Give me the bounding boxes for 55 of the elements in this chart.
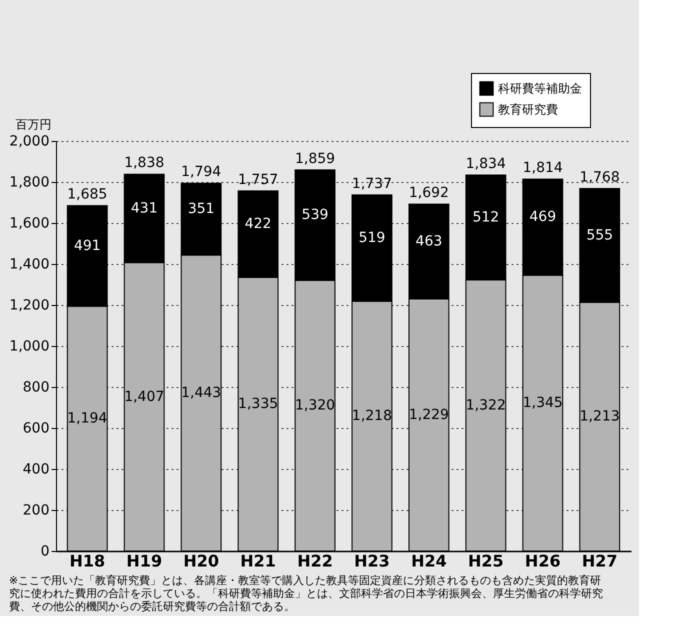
data-label: 1,229 bbox=[408, 407, 449, 424]
data-label: 539 bbox=[302, 207, 328, 224]
y-tick-label: 1,000 bbox=[9, 338, 50, 354]
y-tick-label: 600 bbox=[22, 420, 50, 436]
data-label: 1,345 bbox=[522, 395, 563, 412]
data-label: 1,218 bbox=[352, 408, 392, 424]
x-tick-label: H26 bbox=[524, 552, 561, 570]
text: ※ここで用いた「教育研究費」とは、各講座・教室等で購入した教具等固定資産に分類されるものも含めた実質的教育研究に使われた費用の合計を示している。「科研費等補助金」とは、文部科学省の日本学術振興会、厚生労働省の科学研究費、その他公的機関からの委託研究費等の合計額である。 bbox=[8, 574, 603, 613]
x-tick-label: H22 bbox=[297, 552, 333, 570]
data-label: 1,320 bbox=[294, 398, 336, 414]
total-label: 1,834 bbox=[466, 156, 506, 172]
y-tick-label: 1,600 bbox=[9, 216, 50, 232]
data-label: 463 bbox=[416, 234, 442, 250]
x-tick-label: H18 bbox=[69, 552, 106, 570]
y-tick-label: 1,800 bbox=[9, 174, 50, 190]
total-label: 1,757 bbox=[238, 172, 278, 188]
total-label: 1,685 bbox=[67, 186, 108, 203]
data-label: 519 bbox=[358, 230, 386, 246]
total-label: 1,794 bbox=[181, 164, 222, 180]
total-label: 1,814 bbox=[522, 160, 563, 176]
y-tick-label: 1,400 bbox=[9, 256, 50, 272]
total-label: 1,859 bbox=[294, 150, 336, 167]
y-tick-label: 200 bbox=[22, 502, 50, 518]
data-label: 1,322 bbox=[466, 397, 506, 414]
data-label: 491 bbox=[74, 238, 101, 254]
legend-label: 科研費等補助金 bbox=[498, 82, 582, 96]
x-tick-label: H21 bbox=[240, 552, 276, 570]
x-tick-label: H25 bbox=[468, 552, 504, 570]
x-tick-label: H23 bbox=[354, 552, 390, 570]
data-label: 431 bbox=[130, 200, 158, 216]
y-tick-label: 800 bbox=[22, 380, 50, 396]
y-tick-label: 400 bbox=[22, 462, 50, 478]
x-tick-label: H19 bbox=[126, 552, 162, 570]
x-tick-label: H27 bbox=[582, 552, 618, 570]
total-label: 1,768 bbox=[580, 170, 620, 186]
x-tick-label: H24 bbox=[411, 552, 447, 570]
data-label: 422 bbox=[244, 216, 272, 232]
data-label: 1,194 bbox=[67, 410, 108, 427]
data-label: 1,407 bbox=[124, 388, 164, 405]
total-label: 1,737 bbox=[352, 176, 392, 192]
data-label: 1,213 bbox=[580, 408, 620, 425]
total-label: 1,838 bbox=[124, 155, 164, 172]
y-tick-label: 1,200 bbox=[9, 298, 50, 314]
data-label: 1,443 bbox=[181, 385, 222, 402]
data-label: 469 bbox=[529, 209, 556, 226]
data-label: 351 bbox=[188, 201, 215, 218]
y-tick-label: 0 bbox=[40, 544, 50, 560]
total-label: 1,692 bbox=[408, 185, 449, 202]
x-tick-label: H20 bbox=[183, 552, 219, 570]
y-axis-title: 百万円 bbox=[16, 118, 52, 132]
data-label: 555 bbox=[586, 227, 614, 244]
data-label: 1,335 bbox=[238, 396, 278, 412]
y-tick-label: 2,000 bbox=[9, 134, 50, 150]
legend-label: 教育研究費 bbox=[498, 102, 558, 116]
data-label: 512 bbox=[472, 210, 500, 226]
